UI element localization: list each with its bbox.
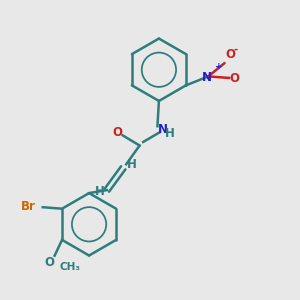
Text: H: H [165, 127, 175, 140]
Text: CH₃: CH₃ [59, 262, 80, 272]
Text: O: O [230, 72, 240, 85]
Text: O: O [225, 48, 235, 61]
Text: +: + [215, 62, 222, 71]
Text: N: N [202, 71, 212, 84]
Text: O: O [112, 126, 122, 139]
Text: H: H [94, 185, 104, 198]
Text: -: - [233, 45, 238, 55]
Text: H: H [127, 158, 136, 171]
Text: N: N [158, 123, 168, 136]
Text: O: O [44, 256, 54, 269]
Text: Br: Br [20, 200, 35, 213]
